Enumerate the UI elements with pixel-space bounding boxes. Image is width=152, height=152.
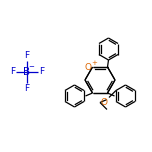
Text: B: B	[23, 67, 31, 77]
Text: F: F	[10, 67, 15, 76]
Text: +: +	[92, 60, 97, 66]
Text: O: O	[101, 98, 108, 107]
Text: F: F	[39, 67, 44, 76]
Text: O: O	[85, 62, 92, 71]
Text: F: F	[24, 51, 29, 60]
Text: F: F	[24, 84, 29, 93]
Text: −: −	[28, 64, 34, 70]
